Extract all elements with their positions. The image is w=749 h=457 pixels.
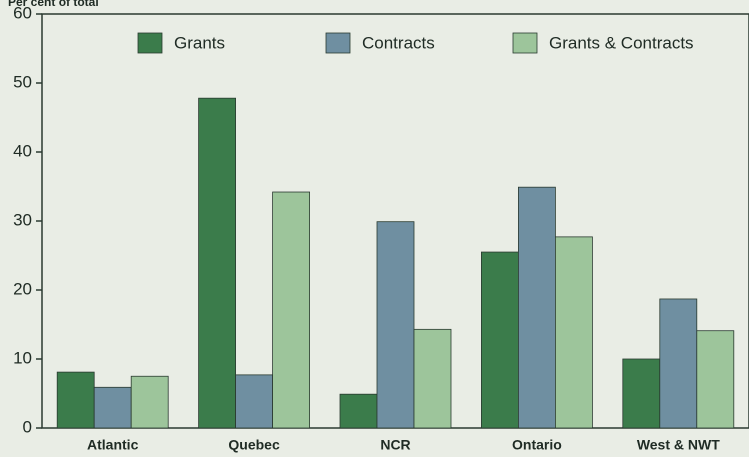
x-tick-label: Atlantic [87, 437, 139, 453]
bar [376, 221, 415, 429]
legend-label: Grants [174, 33, 225, 52]
y-tick-label: 10 [13, 348, 32, 367]
legend-swatch [325, 32, 351, 54]
legend-label: Grants & Contracts [549, 33, 694, 52]
bar [198, 97, 237, 429]
bar [622, 358, 661, 429]
x-tick-label: Ontario [512, 437, 562, 453]
bar [555, 236, 593, 429]
bar [339, 393, 378, 429]
bar [235, 374, 274, 429]
x-tick-label: NCR [380, 437, 410, 453]
bar [518, 186, 556, 429]
y-axis-label: Per cent of total [8, 0, 99, 9]
y-tick-label: 60 [13, 3, 32, 22]
bar [659, 298, 698, 429]
legend-swatch [137, 32, 163, 54]
y-tick-label: 40 [13, 141, 32, 160]
bar [696, 330, 735, 429]
x-tick-label: Quebec [228, 437, 280, 453]
y-tick-label: 0 [23, 417, 32, 436]
y-tick-label: 50 [13, 72, 32, 91]
bar [272, 191, 311, 429]
x-tick-label: West & NWT [637, 437, 720, 453]
bar [93, 386, 132, 429]
bar [130, 375, 169, 429]
legend-label: Contracts [362, 33, 435, 52]
y-tick-label: 30 [13, 210, 32, 229]
bar [413, 328, 452, 429]
bar [480, 251, 519, 429]
legend-swatch [512, 32, 538, 54]
bar [56, 371, 95, 429]
y-tick-label: 20 [13, 279, 32, 298]
